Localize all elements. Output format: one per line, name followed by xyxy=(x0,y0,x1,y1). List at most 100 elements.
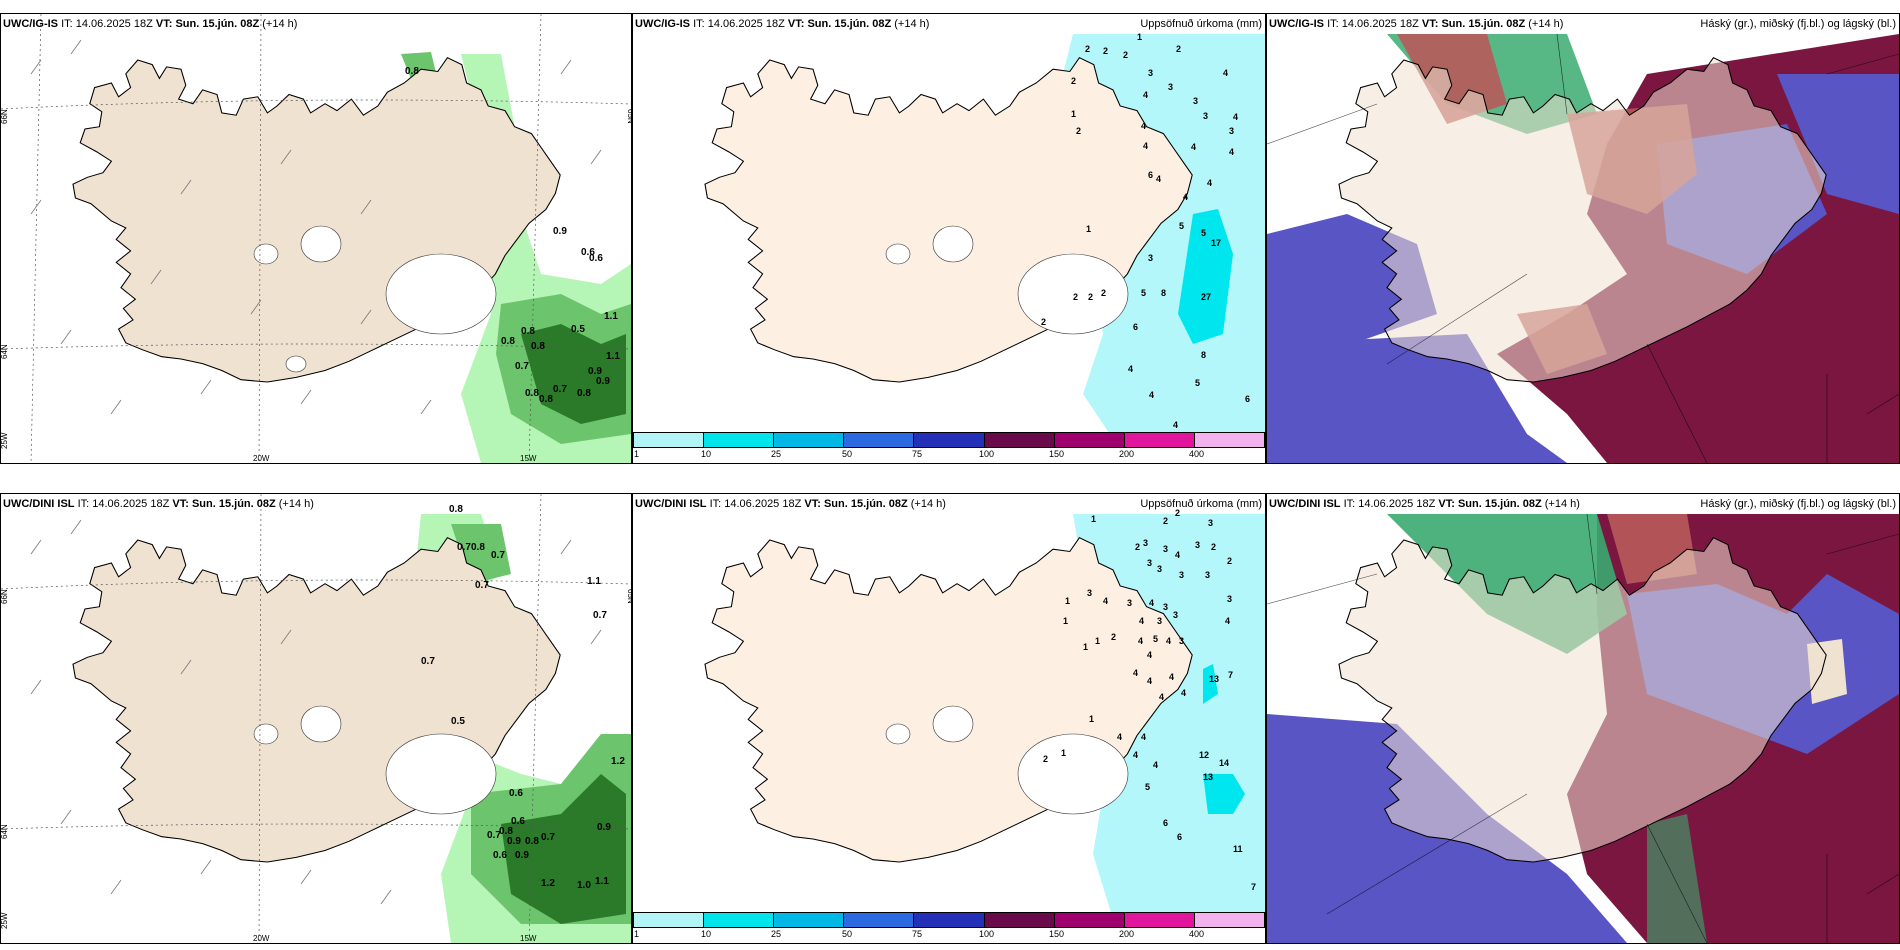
svg-text:0.7: 0.7 xyxy=(491,550,505,561)
svg-text:4: 4 xyxy=(1143,141,1148,151)
svg-text:2: 2 xyxy=(1135,542,1140,552)
svg-text:0.8: 0.8 xyxy=(577,388,591,399)
svg-text:2: 2 xyxy=(1211,542,1216,552)
svg-text:3: 3 xyxy=(1173,610,1178,620)
svg-text:3: 3 xyxy=(1157,564,1162,574)
cloud-map-header-row1: UWC/IG-IS IT: 14.06.2025 18Z VT: Sun. 15… xyxy=(1269,18,1564,30)
svg-text:1.1: 1.1 xyxy=(595,876,609,887)
wind-map-panel-row2: 0.8 0.7 0.8 0.7 0.7 1.1 0.7 0.7 0.5 1.2 0.6 0.6 0… xyxy=(0,493,632,944)
svg-text:3: 3 xyxy=(1229,126,1234,136)
svg-text:4: 4 xyxy=(1103,596,1108,606)
cloud-map-title-row2: Háský (gr.), miðský (fj.bl.) og lágský (… xyxy=(1700,498,1896,510)
svg-text:0.9: 0.9 xyxy=(515,850,529,861)
svg-text:1.1: 1.1 xyxy=(587,576,601,587)
svg-text:2: 2 xyxy=(1088,292,1093,302)
svg-text:4: 4 xyxy=(1183,192,1188,202)
svg-text:8: 8 xyxy=(1201,350,1206,360)
wind-map-header-row2: UWC/DINI ISL IT: 14.06.2025 18Z VT: Sun.… xyxy=(3,498,314,510)
svg-text:1.1: 1.1 xyxy=(606,351,620,362)
svg-text:6: 6 xyxy=(1177,832,1182,842)
precip-map-header-row1: UWC/IG-IS IT: 14.06.2025 18Z VT: Sun. 15… xyxy=(635,18,930,30)
cloud-map-panel-row1: UWC/IG-IS IT: 14.06.2025 18Z VT: Sun. 15… xyxy=(1266,13,1900,464)
svg-text:4: 4 xyxy=(1133,750,1138,760)
precip-map-header-row2: UWC/DINI ISL IT: 14.06.2025 18Z VT: Sun.… xyxy=(635,498,946,510)
svg-text:4: 4 xyxy=(1191,142,1196,152)
wind-map-header-row1: UWC/IG-IS IT: 14.06.2025 18Z VT: Sun. 15… xyxy=(3,18,298,30)
svg-text:0.6: 0.6 xyxy=(589,253,603,264)
svg-text:5: 5 xyxy=(1195,378,1200,388)
svg-text:0.7: 0.7 xyxy=(593,610,607,621)
svg-text:1: 1 xyxy=(1086,224,1091,234)
svg-text:3: 3 xyxy=(1168,82,1173,92)
svg-text:27: 27 xyxy=(1201,292,1211,302)
svg-text:0.8: 0.8 xyxy=(521,326,535,337)
svg-text:4: 4 xyxy=(1229,147,1234,157)
svg-text:1: 1 xyxy=(1083,642,1088,652)
svg-text:0.7: 0.7 xyxy=(487,830,501,841)
svg-text:2: 2 xyxy=(1123,50,1128,60)
svg-text:7: 7 xyxy=(1251,882,1256,892)
wind-map-panel-row1: 0.8 0.9 0.6 0.6 1.1 0.8 0.8 0.5 0.8 0.7 … xyxy=(0,13,632,464)
svg-text:7: 7 xyxy=(1228,670,1233,680)
svg-text:6: 6 xyxy=(1245,394,1250,404)
svg-text:1.2: 1.2 xyxy=(611,756,625,767)
svg-text:3: 3 xyxy=(1195,540,1200,550)
svg-text:3: 3 xyxy=(1148,68,1153,78)
cloud-map-header-row2: UWC/DINI ISL IT: 14.06.2025 18Z VT: Sun.… xyxy=(1269,498,1580,510)
svg-text:0.8: 0.8 xyxy=(531,341,545,352)
svg-text:2: 2 xyxy=(1043,754,1048,764)
svg-text:0.9: 0.9 xyxy=(553,226,567,237)
svg-text:0.8: 0.8 xyxy=(525,836,539,847)
svg-text:12: 12 xyxy=(1199,750,1209,760)
svg-text:3: 3 xyxy=(1157,616,1162,626)
svg-text:3: 3 xyxy=(1227,594,1232,604)
svg-text:3: 3 xyxy=(1179,636,1184,646)
svg-text:2: 2 xyxy=(1103,46,1108,56)
svg-text:0.9: 0.9 xyxy=(507,836,521,847)
svg-text:15W: 15W xyxy=(520,934,537,943)
svg-text:6: 6 xyxy=(1133,322,1138,332)
svg-text:0.7: 0.7 xyxy=(515,361,529,372)
svg-text:2: 2 xyxy=(1101,288,1106,298)
svg-text:4: 4 xyxy=(1173,420,1178,430)
svg-text:2: 2 xyxy=(1176,44,1181,54)
cloud-map-row2 xyxy=(1267,494,1899,943)
svg-text:17: 17 xyxy=(1211,238,1221,248)
svg-text:5: 5 xyxy=(1141,288,1146,298)
svg-text:66N: 66N xyxy=(1,109,9,124)
svg-text:0.7: 0.7 xyxy=(457,542,471,553)
precip-map-title-row1: Uppsöfnuð úrkoma (mm) xyxy=(1140,18,1262,30)
svg-text:1: 1 xyxy=(1061,748,1066,758)
svg-text:11: 11 xyxy=(1233,844,1243,854)
svg-text:0.5: 0.5 xyxy=(451,716,465,727)
svg-text:5: 5 xyxy=(1201,228,1206,238)
svg-text:4: 4 xyxy=(1138,636,1143,646)
svg-text:2: 2 xyxy=(1175,508,1180,518)
precip-colorbar-row1 xyxy=(633,432,1265,448)
svg-text:0.9: 0.9 xyxy=(596,376,610,387)
cloud-map-panel-row2: UWC/DINI ISL IT: 14.06.2025 18Z VT: Sun.… xyxy=(1266,493,1900,944)
svg-text:13: 13 xyxy=(1203,772,1213,782)
svg-text:4: 4 xyxy=(1207,178,1212,188)
svg-text:0.7: 0.7 xyxy=(553,384,567,395)
svg-text:65N: 65N xyxy=(626,109,631,124)
svg-text:3: 3 xyxy=(1179,570,1184,580)
svg-text:3: 3 xyxy=(1143,538,1148,548)
svg-text:2: 2 xyxy=(1227,556,1232,566)
svg-text:2: 2 xyxy=(1111,632,1116,642)
svg-text:5: 5 xyxy=(1153,634,1158,644)
svg-text:0.6: 0.6 xyxy=(581,247,595,258)
svg-text:3: 3 xyxy=(1208,518,1213,528)
svg-text:3: 3 xyxy=(1193,96,1198,106)
svg-text:3: 3 xyxy=(1087,588,1092,598)
svg-text:6: 6 xyxy=(1148,170,1153,180)
svg-text:1.0: 1.0 xyxy=(577,880,591,891)
svg-text:0.6: 0.6 xyxy=(509,788,523,799)
svg-text:14: 14 xyxy=(1219,758,1229,768)
svg-text:3: 3 xyxy=(1147,558,1152,568)
svg-text:0.7: 0.7 xyxy=(421,656,435,667)
svg-text:0.5: 0.5 xyxy=(571,324,585,335)
svg-text:1: 1 xyxy=(1071,109,1076,119)
